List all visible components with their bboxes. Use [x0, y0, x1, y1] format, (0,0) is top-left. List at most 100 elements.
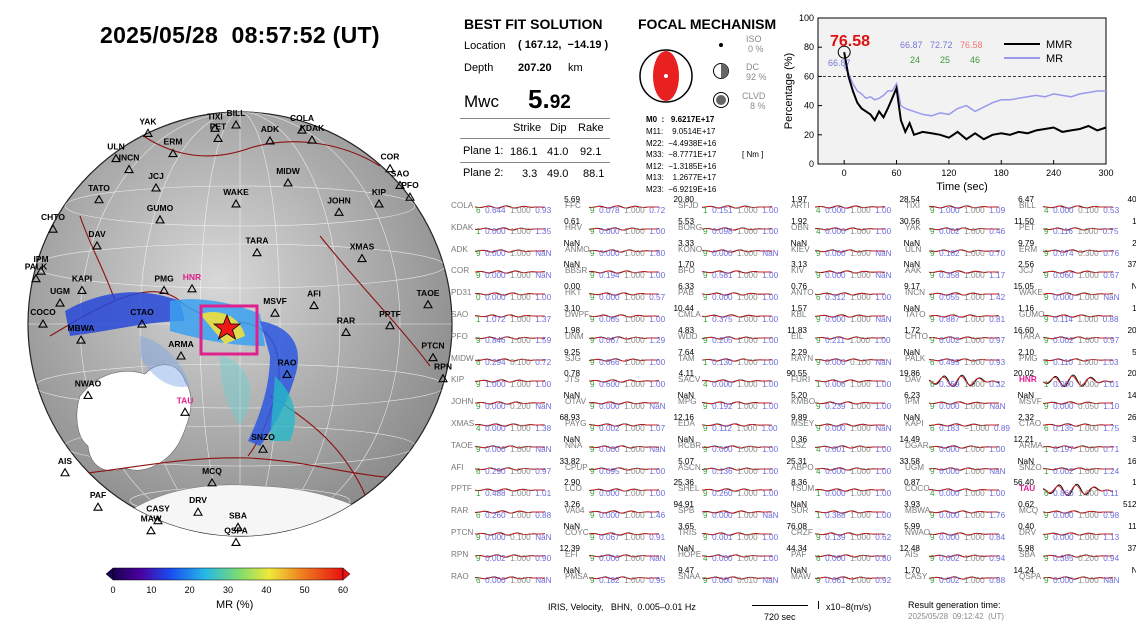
station-cell-tau[interactable]: TAU 1.40 6 0.860 1.000 0.11	[1018, 478, 1136, 498]
station-mcq[interactable]: MCQ	[202, 466, 222, 487]
station-cell-wake[interactable]: WAKENaN9 0.000 1.000 NaN	[1018, 282, 1136, 302]
station-cell-hope[interactable]: HOPE 44.34 4 0.000 1.000 1.00	[677, 544, 813, 564]
station-cell-ipm[interactable]: IPM NaN 9 0.000 1.000 NaN	[904, 391, 1040, 411]
station-cell-anmo[interactable]: ANMO 3.33 9 0.000 1.000 1.80	[564, 239, 700, 259]
station-pptf[interactable]: PPTF	[379, 309, 401, 330]
station-cell-jcj[interactable]: JCJ 37.89 9 0.060 1.000 0.67	[1018, 260, 1136, 280]
station-cell-jts[interactable]: JTS 4.11 9 0.600 1.000 1.00	[564, 369, 700, 389]
station-cell-lsz[interactable]: LSZ 14.49 4 0.001 1.000 1.00	[790, 435, 926, 455]
station-arma[interactable]: ARMA	[168, 339, 194, 360]
station-tara[interactable]: TARA	[246, 236, 269, 257]
station-cell-rao[interactable]: RAO NaN 6 0.000 1.000 NaN	[450, 566, 586, 586]
station-qspa[interactable]: QSPA	[224, 525, 248, 547]
station-cell-snaa[interactable]: SNAA NaN 9 0.000 0.010 NaN	[677, 566, 813, 586]
station-sba[interactable]: SBA	[229, 510, 247, 531]
station-gumo[interactable]: GUMO	[147, 203, 174, 224]
station-cell-crzf[interactable]: CRZF 5.99 9 0.139 1.000 0.62	[790, 522, 926, 542]
station-cell-sao[interactable]: SAO 3.10 1 1.072 1.000 1.37	[450, 304, 586, 324]
station-cell-ptcn[interactable]: PTCN NaN 9 0.000 0.100 NaN	[450, 522, 586, 542]
station-cell-otav[interactable]: OTAV NaN 9 0.000 1.000 NaN	[564, 391, 700, 411]
station-cell-shel[interactable]: SHEL 8.36 9 0.260 1.000 1.00	[677, 478, 813, 498]
station-cell-bbsr[interactable]: BBSR 1.70 9 0.194 1.000 1.00	[564, 260, 700, 280]
station-cell-erm[interactable]: ERM 2.08 9 0.074 0.300 0.76	[1018, 239, 1136, 259]
station-cell-ffc[interactable]: FFC 20.80 9 0.078 1.000 0.72	[564, 195, 700, 215]
station-cell-kbl[interactable]: KBL NaN 9 0.000 1.000 NaN	[790, 304, 926, 324]
station-cell-cpup[interactable]: CPUP 5.07 9 0.095 1.000 1.00	[564, 457, 700, 477]
station-afi[interactable]: AFI	[307, 289, 321, 310]
station-yak[interactable]: YAK	[139, 116, 157, 137]
station-cell-incn[interactable]: INCN 15.05 9 0.055 1.000 1.42	[904, 282, 1040, 302]
station-cell-dwpf[interactable]: DWPF 10.44 9 0.065 1.000 1.00	[564, 304, 700, 324]
station-rar[interactable]: RAR	[337, 315, 355, 337]
station-cell-chto[interactable]: CHTO 16.60 9 0.002 1.000 0.97	[904, 326, 1040, 346]
station-paf[interactable]: PAF	[90, 490, 106, 511]
station-cell-casy[interactable]: CASY 14.24 9 0.002 1.000 0.88	[904, 566, 1040, 586]
station-cell-tato[interactable]: TATO 1.16 9 0.887 1.000 0.81	[904, 304, 1040, 324]
station-cell-borg[interactable]: BORG 1.92 9 0.098 1.000 1.00	[677, 217, 813, 237]
station-cell-pmsa[interactable]: PMSA 9.47 9 0.182 1.000 0.95	[564, 566, 700, 586]
station-jcj[interactable]: JCJ	[148, 171, 164, 192]
station-cell-yak[interactable]: YAK 11.50 9 0.002 1.000 0.46	[904, 217, 1040, 237]
station-cell-taoe[interactable]: TAOE NaN 9 0.000 1.000 NaN	[450, 435, 586, 455]
station-cell-kapi[interactable]: KAPI 2.32 6 0.183 −1.000 0.89	[904, 413, 1040, 433]
station-cell-kiev[interactable]: KIEV NaN 9 0.000 1.000 NaN	[790, 239, 926, 259]
station-pet[interactable]: PET	[210, 121, 227, 142]
station-cell-maw[interactable]: MAW 1.70 9 0.061 1.000 0.92	[790, 566, 926, 586]
station-cell-paf[interactable]: PAF 12.48 6 0.000 1.000 0.80	[790, 544, 926, 564]
station-cell-rar[interactable]: RAR 3.26 6 0.260 1.000 0.88	[450, 500, 586, 520]
station-cell-msvf[interactable]: MSVF 14.33 9 0.000 0.050 1.10	[1018, 391, 1136, 411]
station-cell-afi[interactable]: AFI 33.82 6 0.290 1.000 0.97	[450, 457, 586, 477]
station-cell-uln[interactable]: ULN 9.79 9 0.182 1.000 0.70	[904, 239, 1040, 259]
station-cell-mpg[interactable]: MPG 5.20 9 0.192 1.000 1.00	[677, 391, 813, 411]
station-cell-hnr[interactable]: HNR 20.86 1 0.000 1.000 1.01	[1018, 369, 1136, 389]
station-rpn[interactable]: RPN	[434, 362, 452, 383]
station-xmas[interactable]: XMAS	[350, 242, 375, 263]
station-cell-ais[interactable]: AIS 5.98 9 0.002 1.000 0.94	[904, 544, 1040, 564]
station-tau[interactable]: TAU	[177, 395, 194, 416]
station-bill[interactable]: BILL	[227, 108, 246, 129]
station-cell-kmbo[interactable]: KMBO 6.23 9 0.239 1.000 1.00	[790, 391, 926, 411]
station-cell-pab[interactable]: PAB 0.76 9 0.000 1.000 1.00	[677, 282, 813, 302]
station-maw[interactable]: MAW	[141, 514, 163, 535]
station-cell-tixi[interactable]: TIXI 6.47 9 1.000 1.000 1.09	[904, 195, 1040, 215]
station-cell-nna[interactable]: NNA NaN 9 0.000 1.000 NaN	[564, 435, 700, 455]
station-cell-pmg[interactable]: PMG 5.93 6 0.110 1.000 1.03	[1018, 348, 1136, 368]
station-cell-tsum[interactable]: TSUM 0.87 1 0.000 1.000 1.00	[790, 478, 926, 498]
station-cell-hkt[interactable]: HKT 6.33 9 0.000 1.000 0.57	[564, 282, 700, 302]
station-kip[interactable]: KIP	[372, 187, 387, 208]
station-cell-wdd[interactable]: WDD 11.83 9 0.205 1.000 1.00	[677, 326, 813, 346]
station-cell-unm[interactable]: UNM 4.83 9 0.067 1.000 1.29	[564, 326, 700, 346]
station-cell-spb[interactable]: SPB NaN 9 0.000 1.000 NaN	[677, 500, 813, 520]
station-sao[interactable]: SAO	[391, 168, 410, 190]
station-kapi[interactable]: KAPI	[72, 273, 92, 295]
station-hnr[interactable]: HNR	[183, 272, 201, 293]
station-cell-rcbr[interactable]: RCBR 0.36 9 0.000 1.000 1.00	[677, 435, 813, 455]
station-cell-ugm[interactable]: UGM NaN 9 0.000 1.000 NaN	[904, 457, 1040, 477]
station-msvf[interactable]: MSVF	[263, 296, 287, 317]
station-mbwa[interactable]: MBWA	[68, 323, 95, 344]
station-tixi[interactable]: TIXI	[207, 111, 223, 132]
station-cell-aak[interactable]: AAK 2.56 9 0.358 1.000 1.17	[904, 260, 1040, 280]
station-cell-ascn[interactable]: ASCN 25.31 9 0.136 1.000 1.00	[677, 457, 813, 477]
station-ipm[interactable]: IPM	[33, 254, 49, 275]
station-pfo[interactable]: PFO	[401, 180, 419, 201]
station-cell-tara[interactable]: TARA 20.79 9 0.002 1.000 0.97	[1018, 326, 1136, 346]
station-chto[interactable]: CHTO	[41, 212, 65, 233]
station-cell-pd31[interactable]: PD31 0.00 0 0.000 1.000 1.00	[450, 282, 586, 302]
station-cell-eil[interactable]: EIL 1.72 9 0.211 1.000 1.00	[790, 326, 926, 346]
station-cor[interactable]: COR	[381, 152, 400, 173]
station-pmg[interactable]: PMG	[154, 273, 174, 295]
station-cell-anto[interactable]: ANTO 9.17 6 0.312 1.000 1.00	[790, 282, 926, 302]
station-midw[interactable]: MIDW	[276, 166, 301, 187]
station-cell-ctao[interactable]: CTAO 26.55 6 0.135 1.000 1.75	[1018, 413, 1136, 433]
station-uln[interactable]: ULN	[107, 142, 125, 163]
station-cell-sfjd[interactable]: SFJD 1.97 1 0.151 1.000 1.00	[677, 195, 813, 215]
station-cell-kip[interactable]: KIP 0.78 9 1.000 1.000 1.00	[450, 369, 586, 389]
station-cell-gumo[interactable]: GUMO 1.08 9 0.114 1.000 0.88	[1018, 304, 1136, 324]
station-cell-abpo[interactable]: ABPO 33.58 4 0.000 1.000 1.00	[790, 457, 926, 477]
station-snzo[interactable]: SNZO	[251, 432, 275, 453]
station-incn[interactable]: INCN	[119, 153, 140, 174]
station-cell-eda[interactable]: EDA 9.89 9 0.112 1.000 1.00	[677, 413, 813, 433]
station-cell-sur[interactable]: SUR 3.93 1 0.388 1.000 1.00	[790, 500, 926, 520]
